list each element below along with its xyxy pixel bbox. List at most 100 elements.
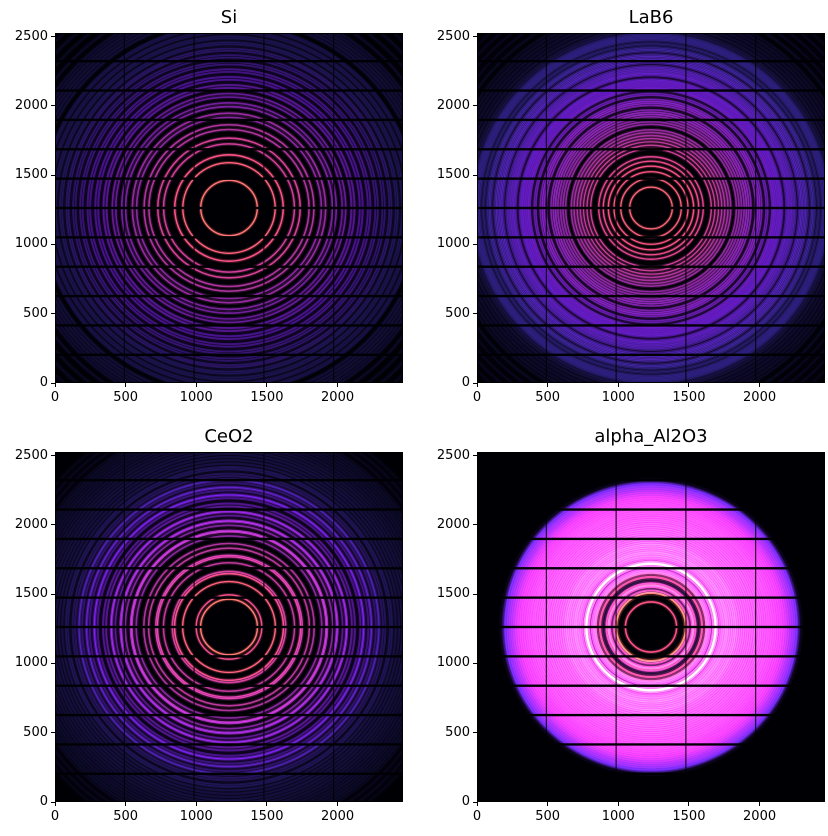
x-tick-mark [195, 802, 197, 806]
diffraction-image-lab6 [477, 33, 825, 383]
subplot-lab6-title: LaB6 [628, 7, 674, 28]
x-tick-label: 1000 [601, 390, 635, 405]
y-tick-label: 500 [23, 724, 48, 740]
x-tick-label: 2000 [743, 390, 777, 405]
x-tick-label: 500 [535, 390, 561, 405]
y-tick-mark [51, 105, 55, 107]
x-tick-mark [759, 383, 761, 387]
diffraction-image-si [55, 33, 403, 383]
y-tick-mark [51, 593, 55, 595]
x-tick-label: 2000 [321, 390, 355, 405]
x-tick-label: 2000 [321, 809, 355, 824]
y-tick-label: 500 [445, 724, 470, 740]
x-tick-label: 0 [50, 390, 60, 405]
x-tick-mark [617, 802, 619, 806]
subplot-alpha-al2o3-title: alpha_Al2O3 [594, 426, 708, 447]
y-tick-label: 1000 [14, 236, 48, 252]
x-tick-label: 0 [472, 809, 482, 824]
x-tick-mark [125, 383, 127, 387]
y-tick-mark [473, 732, 477, 734]
x-tick-mark [476, 383, 478, 387]
x-tick-label: 500 [113, 390, 139, 405]
x-tick-mark [476, 802, 478, 806]
x-tick-label: 1500 [672, 809, 706, 824]
subplot-si: Si 0 500 1000 1500 2000 0 500 1000 1500 2000 2500 [15, 7, 403, 405]
y-tick-mark [51, 732, 55, 734]
y-tick-label: 0 [461, 375, 470, 390]
y-tick-mark [473, 105, 477, 107]
x-tick-mark [337, 383, 339, 387]
y-tick-label: 2000 [14, 516, 48, 532]
y-tick-label: 2500 [436, 447, 470, 463]
y-tick-mark [51, 524, 55, 526]
x-tick-label: 1500 [250, 390, 284, 405]
subplot-alpha-al2o3: alpha_Al2O3 0 500 1000 1500 2000 0 500 1000 1500… [437, 426, 825, 824]
x-tick-mark [547, 383, 549, 387]
x-tick-label: 1500 [250, 809, 284, 824]
y-tick-label: 1500 [14, 586, 48, 602]
y-tick-label: 500 [23, 305, 48, 321]
x-tick-label: 1500 [672, 390, 706, 405]
x-tick-mark [759, 802, 761, 806]
x-tick-mark [54, 802, 56, 806]
y-tick-label: 2000 [14, 97, 48, 113]
y-tick-label: 2000 [436, 516, 470, 532]
y-tick-label: 1500 [436, 586, 470, 602]
y-tick-label: 500 [445, 305, 470, 321]
y-tick-label: 0 [39, 794, 48, 809]
y-tick-label: 1000 [436, 655, 470, 671]
y-tick-label: 2500 [14, 447, 48, 463]
y-tick-mark [473, 243, 477, 245]
subplot-si-title: Si [220, 7, 238, 28]
y-tick-label: 1000 [436, 236, 470, 252]
y-tick-mark [473, 801, 477, 803]
y-tick-mark [51, 243, 55, 245]
x-tick-mark [617, 383, 619, 387]
y-tick-mark [473, 36, 477, 38]
y-tick-label: 1000 [14, 655, 48, 671]
x-tick-mark [125, 802, 127, 806]
y-tick-mark [51, 455, 55, 457]
x-tick-label: 1000 [179, 390, 213, 405]
diffraction-image-ceo2 [55, 452, 403, 802]
y-tick-mark [473, 382, 477, 384]
x-tick-mark [195, 383, 197, 387]
x-tick-mark [547, 802, 549, 806]
y-tick-mark [473, 593, 477, 595]
y-tick-mark [473, 524, 477, 526]
y-tick-label: 0 [39, 375, 48, 390]
subplot-ceo2: CeO2 0 500 1000 1500 2000 0 500 1000 1500 2000 250… [15, 426, 403, 824]
y-tick-mark [473, 455, 477, 457]
x-tick-label: 500 [113, 809, 139, 824]
y-tick-label: 2000 [436, 97, 470, 113]
x-tick-mark [688, 383, 690, 387]
x-tick-mark [266, 383, 268, 387]
y-tick-label: 1500 [436, 167, 470, 183]
y-tick-label: 2500 [436, 28, 470, 44]
subplot-ceo2-title: CeO2 [204, 426, 254, 447]
x-tick-label: 1000 [179, 809, 213, 824]
x-tick-mark [337, 802, 339, 806]
x-tick-label: 0 [472, 390, 482, 405]
x-tick-mark [688, 802, 690, 806]
x-tick-mark [54, 383, 56, 387]
y-tick-mark [473, 313, 477, 315]
diffraction-image-alpha-al2o3 [477, 452, 825, 802]
y-tick-mark [473, 174, 477, 176]
subplot-lab6: LaB6 0 500 1000 1500 2000 0 500 1000 1500 2000 250… [437, 7, 825, 405]
x-tick-label: 0 [50, 809, 60, 824]
x-tick-label: 2000 [743, 809, 777, 824]
y-tick-mark [51, 662, 55, 664]
y-tick-label: 2500 [14, 28, 48, 44]
y-tick-mark [51, 313, 55, 315]
y-tick-label: 0 [461, 794, 470, 809]
x-tick-label: 1000 [601, 809, 635, 824]
y-tick-mark [51, 174, 55, 176]
y-tick-label: 1500 [14, 167, 48, 183]
y-tick-mark [51, 36, 55, 38]
y-tick-mark [51, 382, 55, 384]
y-tick-mark [51, 801, 55, 803]
x-tick-label: 500 [535, 809, 561, 824]
y-tick-mark [473, 662, 477, 664]
